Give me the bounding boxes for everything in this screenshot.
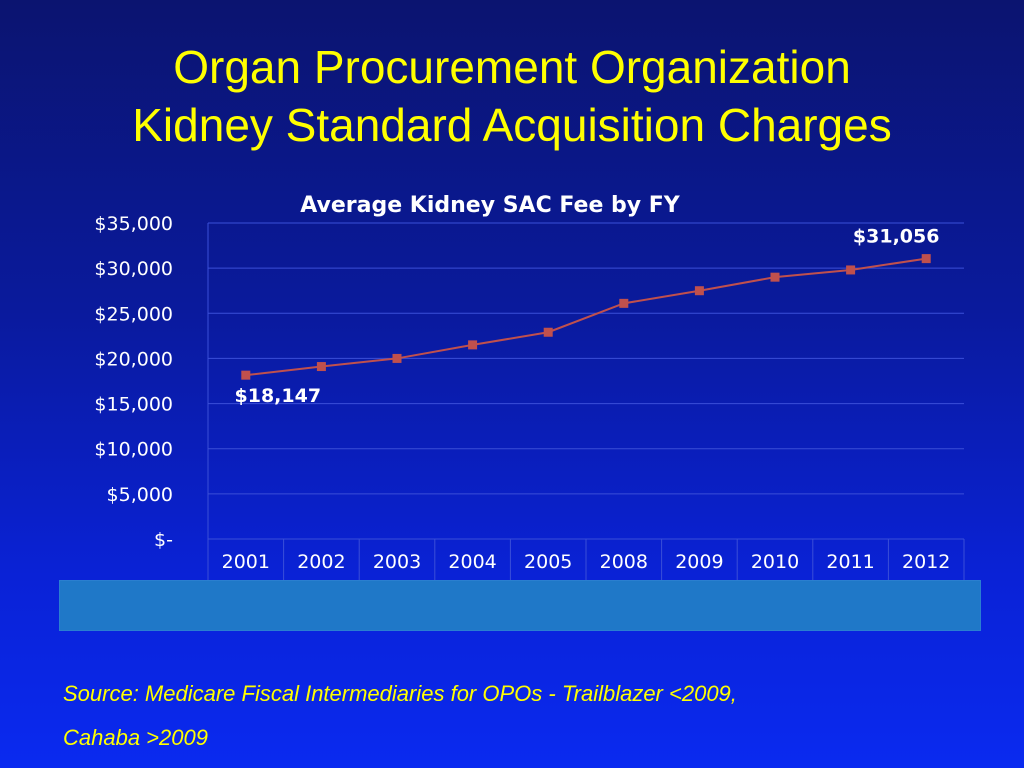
- source-note: Source: Medicare Fiscal Intermediaries f…: [63, 672, 983, 760]
- data-label: $18,147: [235, 385, 322, 407]
- data-point: [543, 327, 553, 337]
- table-band: [59, 580, 981, 631]
- source-line-1: Source: Medicare Fiscal Intermediaries f…: [63, 681, 737, 706]
- x-tick-label: 2011: [826, 551, 874, 573]
- data-point: [770, 272, 780, 282]
- y-tick-label: $20,000: [94, 348, 173, 370]
- data-point: [619, 298, 629, 308]
- series: [241, 254, 931, 380]
- chart-title: Average Kidney SAC Fee by FY: [300, 193, 681, 218]
- y-tick-label: $15,000: [94, 394, 173, 416]
- data-label: $31,056: [853, 226, 940, 248]
- slide-title: Organ Procurement Organization Kidney St…: [0, 38, 1024, 154]
- data-point: [694, 286, 704, 296]
- slide-title-line-1: Organ Procurement Organization: [173, 41, 851, 93]
- x-tick-label: 2001: [222, 551, 270, 573]
- y-tick-label: $10,000: [94, 439, 173, 461]
- slide-title-line-2: Kidney Standard Acquisition Charges: [132, 99, 892, 151]
- data-point: [392, 353, 402, 363]
- data-point: [468, 340, 478, 350]
- y-tick-label: $35,000: [94, 213, 173, 235]
- data-labels: $18,147 $31,056: [235, 226, 940, 408]
- y-tick-label: $-: [154, 529, 173, 551]
- gridlines: [208, 222, 964, 495]
- y-tick-label: $30,000: [94, 258, 173, 280]
- data-point: [846, 265, 856, 275]
- y-tick-label: $5,000: [107, 484, 173, 506]
- x-tick-label: 2002: [297, 551, 345, 573]
- y-tick-labels: $- $5,000 $10,000 $15,000 $20,000 $25,000 $30,…: [94, 213, 173, 551]
- x-tick-label: 2003: [373, 551, 421, 573]
- axes: [207, 223, 965, 580]
- x-tick-labels: 2001 2002 2003 2004 2005 2008 2009 2010 2011 2012: [222, 551, 951, 573]
- data-point: [921, 254, 931, 264]
- x-tick-label: 2005: [524, 551, 572, 573]
- x-tick-label: 2008: [600, 551, 648, 573]
- data-point: [316, 362, 326, 372]
- series-line: [245, 257, 927, 377]
- data-point: [241, 370, 251, 380]
- x-tick-label: 2004: [448, 551, 496, 573]
- x-tick-label: 2012: [902, 551, 950, 573]
- y-tick-label: $25,000: [94, 303, 173, 325]
- x-tick-label: 2010: [751, 551, 799, 573]
- x-tick-label: 2009: [675, 551, 723, 573]
- source-line-2: Cahaba >2009: [63, 725, 208, 750]
